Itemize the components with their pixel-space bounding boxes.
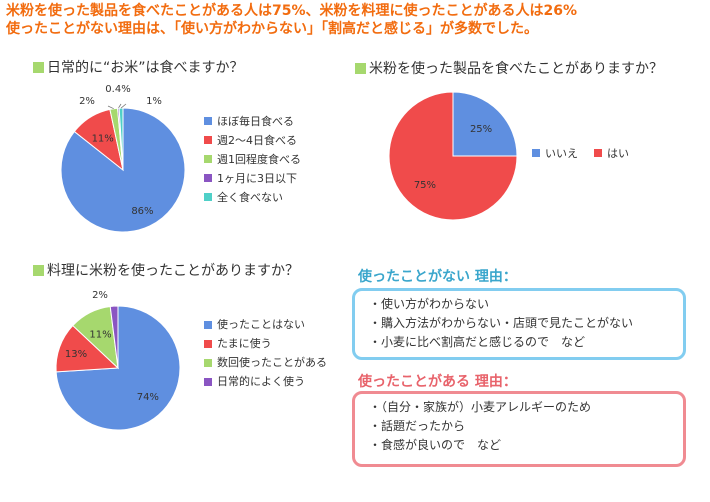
headline: 米粉を使った製品を食べたことがある人は75%、米粉を料理に使ったことがある人は2… bbox=[6, 2, 706, 38]
legend-swatch bbox=[532, 148, 540, 157]
legend-product: いいえ はい bbox=[532, 143, 645, 162]
slice-label: 11% bbox=[92, 133, 114, 144]
legend-label: 数回使ったことがある bbox=[217, 356, 327, 369]
legend-item: 1ヶ月に3日以下 bbox=[204, 168, 301, 187]
pie-slice bbox=[452, 91, 518, 157]
legend-item: いいえ bbox=[532, 143, 578, 162]
legend-label: はい bbox=[607, 146, 629, 160]
slice-label: 11% bbox=[89, 330, 111, 341]
legend-item: ほぼ毎日食べる bbox=[204, 111, 301, 130]
legend-label: 日常的によく使う bbox=[217, 375, 305, 388]
chart-title-rice-text: 日常的に“お米”は食べますか？ bbox=[47, 60, 244, 76]
title-square-icon bbox=[33, 265, 44, 276]
legend-label: 使ったことはない bbox=[217, 318, 305, 331]
reason-used-item-1: ・（自分・家族が）小麦アレルギーのため bbox=[369, 400, 592, 414]
slice-label: 13% bbox=[65, 349, 87, 360]
legend-swatch bbox=[204, 154, 212, 163]
legend-label: 全く食べない bbox=[217, 190, 283, 204]
legend-item: 週1回程度食べる bbox=[204, 149, 301, 168]
legend-swatch bbox=[594, 148, 602, 157]
slice-label: 0.4% bbox=[105, 84, 130, 95]
legend-label: いいえ bbox=[545, 146, 578, 160]
legend-item: 数回使ったことがある bbox=[204, 353, 327, 372]
chart-title-product: 米粉を使った製品を食べたことがありますか？ bbox=[355, 58, 663, 78]
legend-label: たまに使う bbox=[217, 337, 272, 350]
legend-rice: ほぼ毎日食べる 週2〜4日食べる 週1回程度食べる 1ヶ月に3日以下 全く食べない bbox=[204, 111, 301, 206]
reason-never-item-2: ・購入方法がわからない・店頭で見たことがない bbox=[369, 316, 634, 330]
leader-line bbox=[118, 103, 122, 109]
reason-never-title: 使ったことがない 理由： bbox=[358, 269, 517, 285]
chart-title-cooking: 料理に米粉を使ったことがありますか？ bbox=[33, 260, 299, 280]
leader-line bbox=[120, 103, 127, 109]
slice-label: 74% bbox=[137, 392, 159, 403]
legend-item: 日常的によく使う bbox=[204, 372, 327, 391]
legend-label: 週1回程度食べる bbox=[217, 152, 301, 166]
legend-label: ほぼ毎日食べる bbox=[217, 114, 294, 128]
title-square-icon bbox=[355, 63, 366, 74]
slice-label: 1% bbox=[146, 96, 162, 107]
chart-title-product-text: 米粉を使った製品を食べたことがありますか？ bbox=[369, 61, 663, 77]
reason-never-box: ・使い方がわからない ・購入方法がわからない・店頭で見たことがない ・小麦に比べ… bbox=[352, 288, 686, 360]
legend-swatch bbox=[204, 320, 212, 329]
legend-swatch bbox=[204, 377, 212, 386]
pie-slice bbox=[388, 91, 518, 221]
slice-label: 2% bbox=[92, 290, 108, 301]
slice-label: 75% bbox=[414, 180, 436, 191]
leader-line bbox=[107, 105, 114, 110]
legend-label: 週2〜4日食べる bbox=[217, 133, 297, 147]
chart-title-cooking-text: 料理に米粉を使ったことがありますか？ bbox=[47, 263, 299, 279]
legend-item: たまに使う bbox=[204, 334, 327, 353]
slice-label: 2% bbox=[79, 96, 95, 107]
reason-never-item-1: ・使い方がわからない bbox=[369, 297, 490, 311]
legend-swatch bbox=[204, 192, 212, 201]
reason-used-item-2: ・話題だったから bbox=[369, 419, 466, 433]
reason-never-item-3: ・小麦に比べ割高だと感じるので など bbox=[369, 335, 586, 349]
title-square-icon bbox=[33, 62, 44, 73]
legend-swatch bbox=[204, 339, 212, 348]
legend-item: 全く食べない bbox=[204, 187, 301, 206]
legend-item: 使ったことはない bbox=[204, 315, 327, 334]
headline-line-1: 米粉を使った製品を食べたことがある人は75%、米粉を料理に使ったことがある人は2… bbox=[6, 3, 578, 19]
reason-used-box: ・（自分・家族が）小麦アレルギーのため ・話題だったから ・食感が良いので など bbox=[352, 391, 686, 467]
chart-title-rice: 日常的に“お米”は食べますか？ bbox=[33, 57, 244, 77]
slice-label: 25% bbox=[470, 124, 492, 135]
legend-item: 週2〜4日食べる bbox=[204, 130, 301, 149]
pie-slice bbox=[118, 107, 124, 171]
legend-swatch bbox=[204, 358, 212, 367]
slice-label: 86% bbox=[131, 206, 153, 217]
legend-item: はい bbox=[594, 143, 629, 162]
legend-label: 1ヶ月に3日以下 bbox=[217, 171, 297, 185]
legend-cooking: 使ったことはない たまに使う数回使ったことがある 日常的によく使う bbox=[204, 315, 327, 391]
legend-swatch bbox=[204, 173, 212, 182]
reason-used-title: 使ったことがある 理由： bbox=[358, 374, 517, 390]
reason-used-item-3: ・食感が良いので など bbox=[369, 438, 502, 452]
legend-swatch bbox=[204, 135, 212, 144]
legend-swatch bbox=[204, 116, 212, 125]
headline-line-2: 使ったことがない理由は、「使い方がわからない」「割高だと感じる」が多数でした。 bbox=[6, 21, 538, 37]
